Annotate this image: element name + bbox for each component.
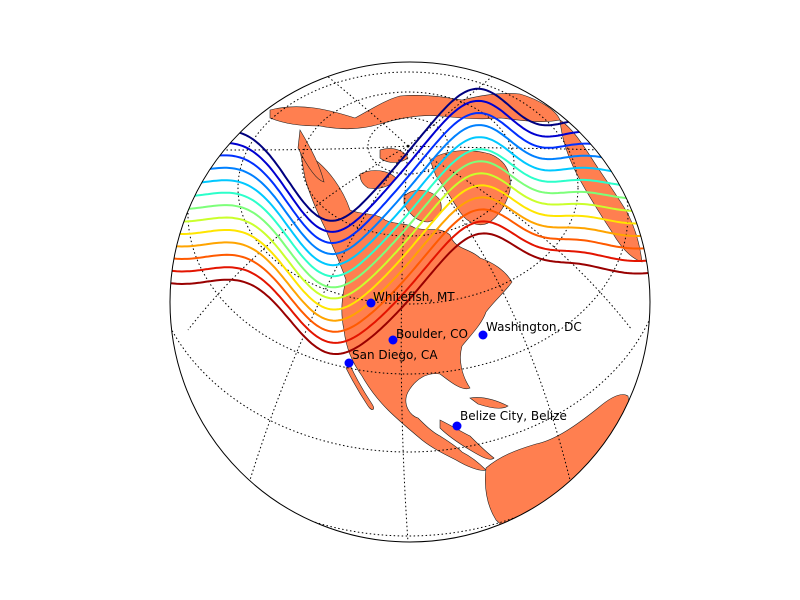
central-america-land — [439, 419, 495, 460]
contour-line — [170, 160, 650, 289]
city-marker — [388, 335, 398, 345]
contour-line — [170, 136, 650, 267]
contour-line — [170, 208, 650, 333]
meridian-line — [319, 69, 409, 147]
meridian-line — [407, 69, 501, 147]
globe-outline — [169, 61, 651, 543]
contour-line — [170, 172, 650, 300]
city-marker — [452, 421, 462, 431]
parallel-line — [187, 62, 629, 375]
contour-line — [170, 184, 650, 311]
city-marker — [478, 330, 488, 340]
city-label: Belize City, Belize — [460, 409, 567, 423]
contour-line — [170, 124, 650, 256]
cuba-land — [469, 397, 509, 409]
city-label: Boulder, CO — [396, 327, 468, 341]
city-markers: Whitefish, MT Boulder, CO Washington, DC… — [344, 290, 582, 431]
parallel-line — [367, 117, 449, 175]
parallel-line — [237, 71, 579, 305]
contour-line — [170, 196, 650, 322]
city-marker — [344, 358, 354, 368]
meridian-line — [249, 145, 409, 481]
city-marker — [366, 298, 376, 308]
north-america-land — [299, 149, 513, 471]
contour-lines — [170, 87, 650, 355]
parallel-line — [301, 91, 515, 237]
contour-line — [170, 148, 650, 278]
meridian-line — [211, 145, 409, 151]
baja-land — [345, 364, 374, 410]
city-label: San Diego, CA — [352, 348, 438, 362]
city-label: Washington, DC — [486, 320, 582, 334]
meridian-line — [187, 145, 409, 331]
contour-line — [170, 220, 650, 344]
contour-line — [170, 232, 650, 355]
city-label: Whitefish, MT — [373, 290, 455, 304]
